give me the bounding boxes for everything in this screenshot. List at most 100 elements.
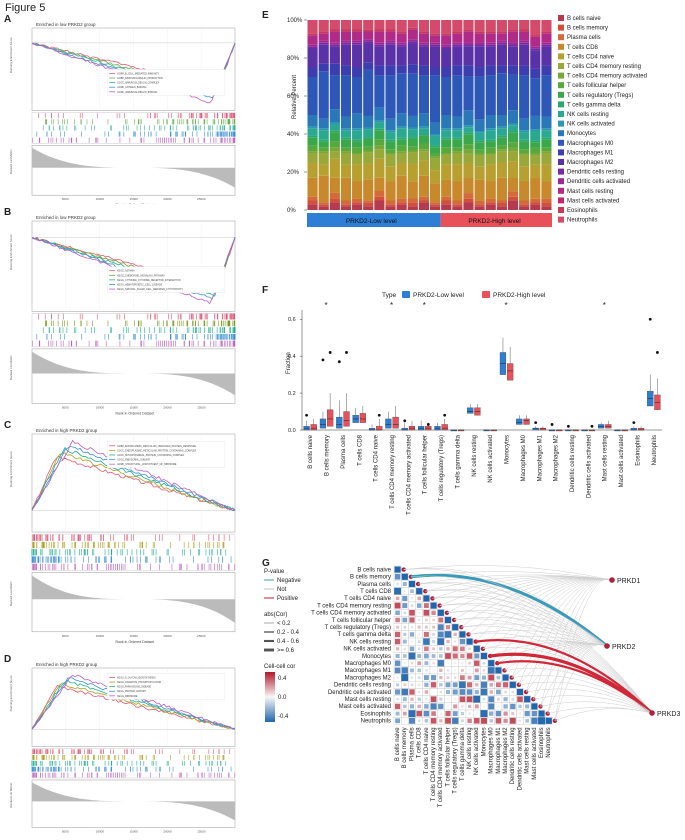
bar-segment (474, 31, 485, 34)
panel-a: A Enriched in low PRKD2 group Running Enri… (0, 12, 245, 207)
heatmap-square (424, 661, 429, 666)
bar-segment (507, 46, 519, 66)
bar-segment (329, 198, 340, 203)
bar-segment (441, 115, 452, 129)
heatmap-square (444, 616, 452, 624)
network-edge (432, 596, 608, 647)
bar-segment (352, 204, 363, 210)
bar-segment (463, 153, 474, 163)
bar-segment (374, 158, 385, 178)
bar-segment (407, 64, 418, 74)
bar-segment (340, 147, 352, 152)
bar-segment (507, 42, 519, 45)
figure-title: Figure 5 (5, 2, 46, 14)
bar-segment (430, 183, 441, 203)
bar-segment (318, 141, 329, 148)
heatmap-square (439, 675, 443, 680)
bar-segment (352, 42, 363, 45)
gsea-plot-b: B Enriched in low PRKD2 group Running Enri… (4, 207, 236, 416)
heatmap-square (474, 718, 480, 724)
bar-segment (430, 33, 441, 36)
rank-area (32, 351, 235, 396)
heatmap-square (432, 691, 435, 693)
x-tick-label: Macrophages M2 (554, 434, 560, 481)
row-label: NK cells resting (349, 639, 391, 645)
bar-segment (329, 132, 340, 142)
bar-segment (530, 68, 541, 79)
bar-segment (329, 42, 340, 45)
heatmap-square (437, 609, 444, 616)
heatmap-square (404, 720, 406, 722)
legend-swatch (558, 101, 564, 108)
bar-segment (396, 139, 407, 146)
bar-segment (407, 129, 418, 138)
heatmap-square (395, 610, 400, 616)
bar-segment (396, 46, 407, 66)
es-curve (31, 446, 235, 511)
bar-segment (418, 42, 429, 45)
bar-segment (463, 42, 474, 45)
legend-entry: Monocytes (567, 131, 596, 137)
panel-label: D (4, 654, 11, 665)
x-tick-label: T cells follicular helper (423, 435, 429, 494)
box (327, 409, 334, 427)
bar-segment (530, 36, 541, 47)
heatmap-square (403, 647, 406, 650)
bar-segment (519, 200, 530, 205)
bar-segment (485, 141, 496, 148)
bar-segment (441, 44, 452, 47)
heatmap-square (401, 674, 409, 682)
bar-segment (340, 204, 352, 207)
heatmap-square (430, 682, 437, 688)
heatmap-square (430, 696, 437, 703)
heatmap-square (409, 704, 415, 709)
heatmap-square (446, 639, 450, 644)
heatmap-square (424, 646, 429, 652)
x-tick-label: T cells gamma delta (455, 434, 461, 488)
heatmap-square (394, 587, 402, 595)
heatmap-square (424, 690, 429, 694)
bar-segment (318, 63, 329, 72)
panel-label: A (4, 14, 11, 25)
x-tick-label: 10000 (96, 634, 105, 638)
bar-segment (519, 181, 530, 201)
network-edge (540, 701, 653, 714)
heatmap-square (473, 645, 480, 652)
bar-segment (541, 151, 552, 153)
heatmap-square (488, 703, 495, 710)
heatmap-square (431, 654, 436, 658)
heatmap-square (459, 696, 466, 703)
legend-entry: GOMF_IMMUNOGLOBULIN_BINDING (117, 92, 157, 94)
legend-entry: B cells naive (567, 16, 601, 22)
network-edge (432, 576, 613, 599)
bar-segment (463, 20, 474, 30)
x-tick-label: NK cells activated (488, 435, 494, 483)
heatmap-square (424, 704, 429, 709)
bar-segment (519, 166, 530, 182)
bar-segment (352, 20, 363, 30)
heatmap-square (403, 611, 407, 615)
heatmap-square (410, 589, 414, 594)
legend-entry: Dendritic cells resting (567, 170, 624, 176)
group-bar (307, 213, 441, 227)
heatmap-square (432, 662, 435, 665)
bar-segment (418, 175, 429, 197)
cell-node (423, 589, 428, 594)
heatmap-square (460, 653, 465, 659)
legend-swatch (558, 130, 564, 137)
bar-segment (340, 128, 352, 131)
heatmap-square (410, 668, 414, 673)
bar-segment (363, 138, 374, 147)
bar-segment (452, 65, 463, 76)
stacked-bar-chart: Relative Percent 0% 20% 40% 60% 80% 100% PRKD2-… (287, 15, 647, 227)
bar-segment (352, 113, 363, 129)
bar-segment (430, 122, 441, 134)
bar-segment (340, 206, 352, 210)
significance-star: * (390, 301, 393, 310)
legend-swatch (558, 82, 564, 89)
bar-segment (430, 134, 441, 136)
bar-segment (329, 29, 340, 32)
gsea-plot-a: A Enriched in low PRKD2 group Running Enri… (4, 14, 236, 207)
bar-segment (385, 75, 396, 119)
heatmap-square (466, 696, 473, 703)
